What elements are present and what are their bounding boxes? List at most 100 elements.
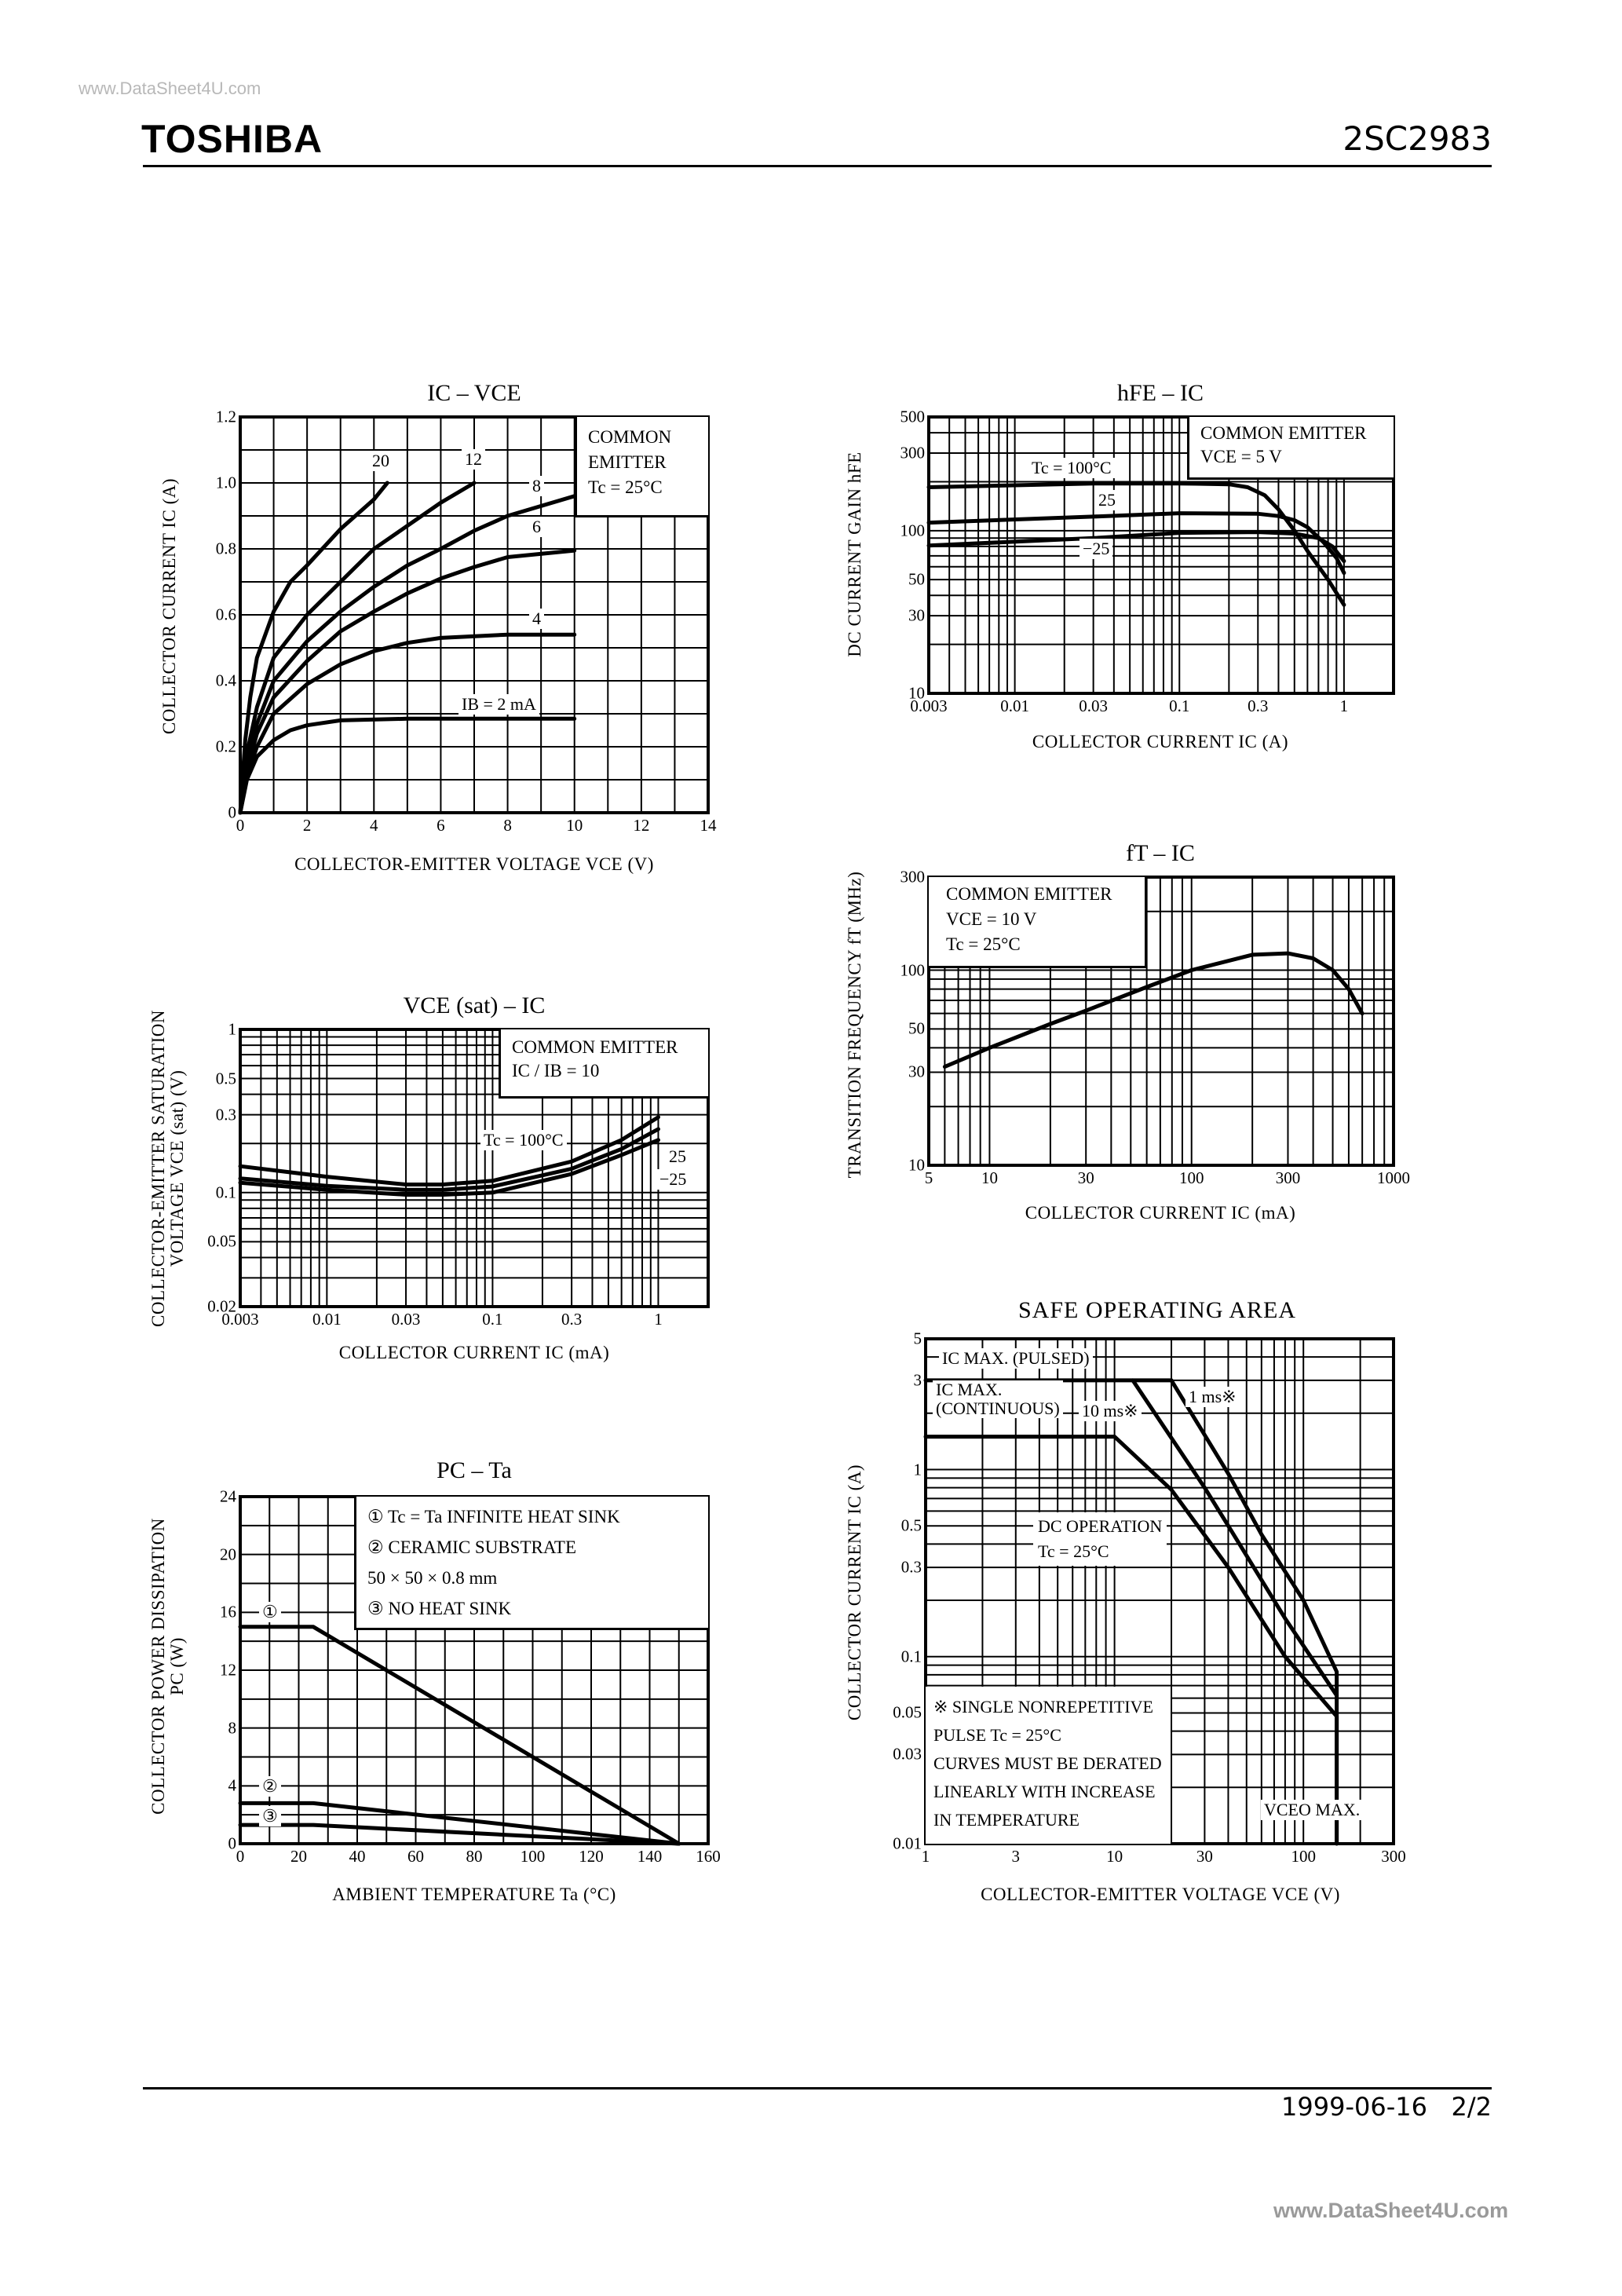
legend-line: IC / IB = 10 xyxy=(512,1061,600,1080)
y-tick-label: 0.02 xyxy=(207,1296,236,1316)
y-tick-label: 3 xyxy=(913,1370,922,1390)
label-1ms: 1 ms※ xyxy=(1185,1387,1240,1407)
x-tick-label: 14 xyxy=(700,816,717,835)
y-tick-label: 50 xyxy=(908,1018,925,1038)
x-tick-label: 30 xyxy=(1196,1847,1213,1866)
legend-line: Tc = 25°C xyxy=(588,477,663,497)
series-line xyxy=(238,1127,660,1192)
y-tick-label: 0.2 xyxy=(215,737,236,756)
series-line xyxy=(238,1138,660,1197)
y-tick-label: 4 xyxy=(228,1775,237,1795)
y-tick-label: 0.5 xyxy=(215,1069,236,1088)
x-tick-label: 12 xyxy=(633,816,650,835)
series-line xyxy=(238,1625,681,1846)
label-10ms: 10 ms※ xyxy=(1079,1401,1142,1421)
ylabel-pc-ta: COLLECTOR POWER DISSIPATION PC (W) xyxy=(148,1518,187,1815)
x-tick-label: 1 xyxy=(1339,696,1349,715)
y-tick-label: 0.05 xyxy=(207,1231,236,1251)
note-line: ※ SINGLE NONREPETITIVE xyxy=(933,1697,1153,1717)
legend-line: ③ NO HEAT SINK xyxy=(367,1599,512,1618)
y-tick-label: 1 xyxy=(228,1019,237,1039)
y-tick-label: 16 xyxy=(220,1602,236,1621)
x-tick-label: 0.1 xyxy=(1169,696,1190,715)
series-line xyxy=(238,481,477,815)
x-tick-label: 0.03 xyxy=(391,1310,421,1329)
xlabel-vcesat-ic: COLLECTOR CURRENT IC (mA) xyxy=(338,1343,610,1362)
xlabel-hfe-ic: COLLECTOR CURRENT IC (A) xyxy=(1032,732,1289,751)
ylabel-ic-vce: COLLECTOR CURRENT IC (A) xyxy=(159,477,179,735)
x-tick-label: 10 xyxy=(1106,1847,1123,1866)
label-vceo-max: VCEO MAX. xyxy=(1261,1800,1364,1820)
watermark-bottom: www.DataSheet4U.com xyxy=(1273,2199,1509,2222)
series-line xyxy=(1169,1378,1339,1846)
chart-title-soa: SAFE OPERATING AREA xyxy=(1017,1297,1297,1323)
footer-divider xyxy=(143,2087,1492,2089)
y-tick-label: 300 xyxy=(900,443,926,462)
legend-vcesat-ic: COMMON EMITTER IC / IB = 10 xyxy=(499,1029,708,1099)
x-tick-label: 140 xyxy=(637,1847,663,1866)
x-tick-label: 100 xyxy=(1178,1168,1204,1187)
xlabel-ft-ic: COLLECTOR CURRENT IC (mA) xyxy=(1025,1203,1296,1223)
y-tick-label: 0 xyxy=(228,1834,237,1853)
x-tick-label: 0.1 xyxy=(482,1310,503,1329)
legend-line: COMMON xyxy=(588,427,672,447)
curve-label-ib-2ma: IB = 2 mA xyxy=(458,694,539,715)
y-tick-label: 0.3 xyxy=(901,1557,922,1577)
x-tick-label: 0 xyxy=(236,1847,245,1866)
legend-line: 50 × 50 × 0.8 mm xyxy=(367,1568,498,1588)
series-line xyxy=(238,548,577,815)
curve-label-4: 4 xyxy=(529,609,544,629)
legend-line: COMMON EMITTER xyxy=(1200,423,1367,443)
part-number: 2SC2983 xyxy=(1343,119,1492,158)
label-line: (CONTINUOUS) xyxy=(936,1398,1060,1418)
note-line: PULSE Tc = 25°C xyxy=(933,1725,1061,1745)
curve-label-minus25c: −25 xyxy=(1080,539,1113,559)
ylabel-soa: COLLECTOR CURRENT IC (A) xyxy=(845,1464,864,1721)
y-tick-label: 1.0 xyxy=(215,473,236,492)
y-tick-label: 5 xyxy=(913,1329,922,1348)
y-tick-label: 100 xyxy=(900,521,926,540)
ylabel-line-2: VOLTAGE VCE (sat) (V) xyxy=(167,1069,187,1267)
curve-label-20: 20 xyxy=(369,451,393,471)
x-tick-label: 40 xyxy=(349,1847,366,1866)
curve-label-12: 12 xyxy=(462,449,485,470)
x-tick-label: 6 xyxy=(437,816,445,835)
y-tick-label: 12 xyxy=(220,1660,236,1680)
curve-label-100c: Tc = 100°C xyxy=(1028,458,1115,478)
legend-line: COMMON EMITTER xyxy=(512,1037,678,1057)
legend-line: COMMON EMITTER xyxy=(946,884,1112,904)
curve-label-100c: Tc = 100°C xyxy=(480,1130,567,1150)
chart-title-ft-ic: fT – IC xyxy=(1126,840,1195,866)
xlabel-pc-ta: AMBIENT TEMPERATURE Ta (°C) xyxy=(332,1885,616,1904)
y-tick-label: 0.8 xyxy=(215,539,236,558)
plot-frame xyxy=(927,415,1395,695)
series-line xyxy=(238,481,389,815)
x-tick-label: 10 xyxy=(981,1168,998,1187)
y-tick-label: 30 xyxy=(908,1062,925,1081)
series-line xyxy=(1131,1378,1339,1698)
x-tick-label: 5 xyxy=(924,1168,933,1187)
ylabel-line-1: COLLECTOR POWER DISSIPATION xyxy=(148,1518,168,1815)
x-tick-label: 120 xyxy=(579,1847,604,1866)
y-tick-label: 24 xyxy=(220,1486,236,1506)
x-tick-label: 0.3 xyxy=(1248,696,1269,715)
x-tick-label: 0.01 xyxy=(1000,696,1029,715)
note-line: CURVES MUST BE DERATED xyxy=(933,1753,1162,1773)
x-tick-label: 3 xyxy=(1011,1847,1021,1866)
x-tick-label: 0.01 xyxy=(312,1310,342,1329)
legend-line: ② CERAMIC SUBSTRATE xyxy=(367,1537,576,1557)
plot-frame xyxy=(927,876,1395,1167)
chart-title-ic-vce: IC – VCE xyxy=(427,380,521,406)
curve-label-minus25c: −25 xyxy=(656,1169,690,1190)
y-tick-label: 8 xyxy=(228,1718,237,1738)
y-tick-label: 50 xyxy=(908,569,925,589)
legend-hfe-ic: COMMON EMITTER VCE = 5 V xyxy=(1187,417,1394,480)
xlabel-ic-vce: COLLECTOR-EMITTER VOLTAGE VCE (V) xyxy=(294,854,654,874)
y-tick-label: 0.5 xyxy=(901,1515,922,1535)
curve-marker-2: ② xyxy=(259,1776,281,1797)
x-tick-label: 300 xyxy=(1275,1168,1301,1187)
curve-marker-1: ① xyxy=(259,1602,281,1622)
y-tick-label: 0 xyxy=(228,803,237,822)
legend-line: VCE = 5 V xyxy=(1200,447,1282,466)
y-tick-label: 0.3 xyxy=(215,1105,236,1124)
